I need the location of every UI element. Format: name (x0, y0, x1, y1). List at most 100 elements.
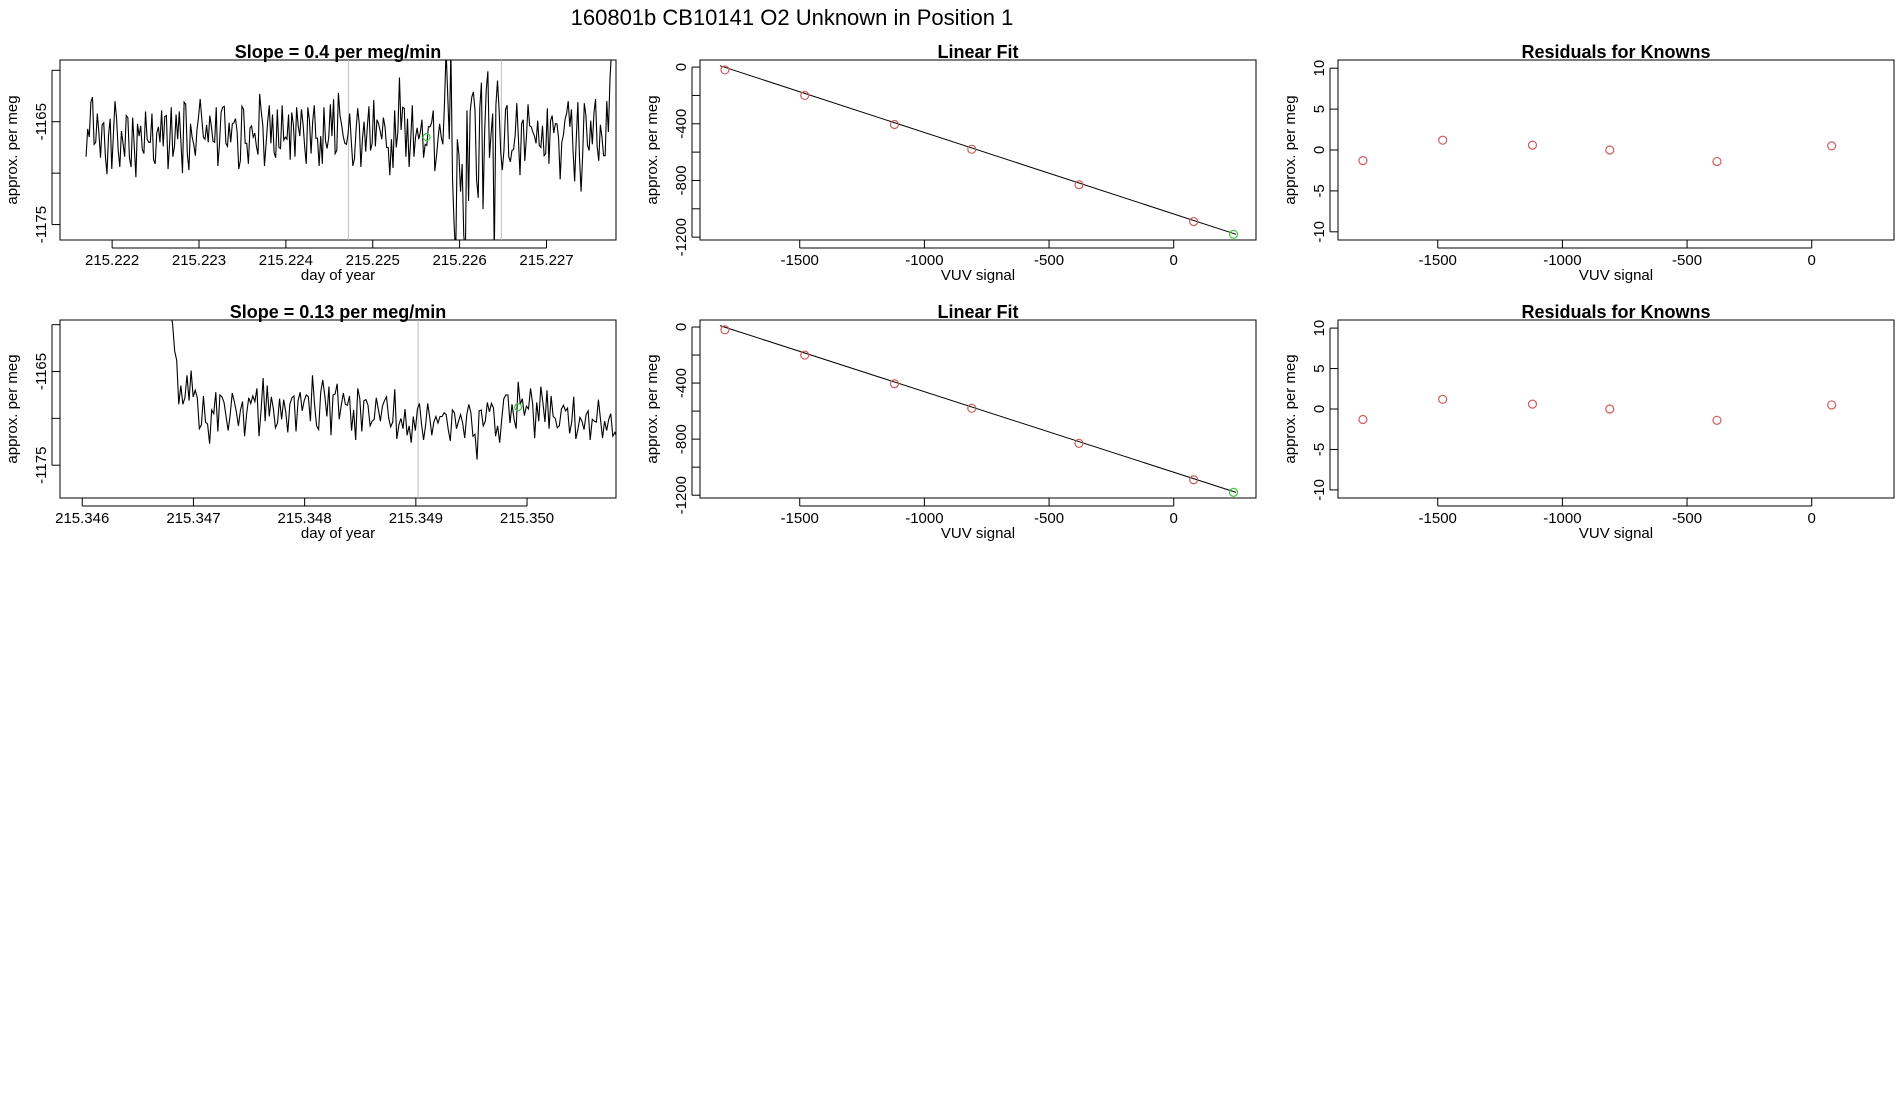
plot-area (171, 320, 616, 498)
panel-title: Slope = 0.4 per meg/min (235, 42, 442, 62)
plot-frame (699, 319, 1257, 499)
x-tick-label: -1500 (781, 510, 819, 527)
x-tick-label: 215.347 (166, 510, 220, 527)
panel-title: Slope = 0.13 per meg/min (230, 302, 447, 322)
known-point (967, 144, 977, 154)
x-axis-label: VUV signal (1579, 525, 1653, 542)
x-tick-label: -1000 (905, 252, 943, 269)
plot-frame (59, 319, 617, 499)
panel-grid: Slope = 0.4 per meg/min day of year approx… (4, 42, 1895, 542)
known-point (1358, 414, 1368, 425)
known-point (889, 379, 900, 389)
y-tick-label: 0 (673, 323, 690, 331)
x-tick-label: 0 (1808, 252, 1816, 269)
plot-frame (1337, 319, 1895, 499)
y-axis-label: approx. per meg (644, 95, 661, 204)
panel-top-right: Residuals for Knowns VUV signal approx. pe… (1282, 42, 1895, 284)
y-tick-label: 5 (1311, 364, 1328, 372)
x-tick-label: 215.226 (433, 252, 487, 269)
x-tick-label: 0 (1170, 510, 1178, 527)
plot-area (1358, 394, 1837, 425)
y-axis-label: approx. per meg (4, 354, 21, 463)
fit-line (719, 325, 1237, 493)
plot-frame (59, 59, 617, 241)
plot-area (719, 325, 1239, 497)
y-tick-label: -1175 (33, 447, 50, 484)
plot-frame (1337, 59, 1895, 241)
x-tick-label: -1000 (1543, 252, 1581, 269)
y-tick-label: 0 (1311, 405, 1328, 413)
y-tick-label: 10 (1311, 60, 1328, 77)
x-tick-label: -1000 (905, 510, 943, 527)
unknown-point (1228, 229, 1239, 239)
x-tick-label: 215.225 (346, 252, 400, 269)
known-point (720, 65, 730, 75)
known-point (1438, 135, 1448, 145)
known-point (1189, 216, 1199, 227)
x-tick-label: 0 (1170, 252, 1178, 269)
panel-title: Linear Fit (937, 302, 1018, 322)
y-tick-label: -10 (1311, 221, 1328, 243)
panel-title: Linear Fit (937, 42, 1018, 62)
known-point (967, 403, 977, 413)
unknown-point (422, 133, 431, 142)
x-tick-label: -500 (1672, 252, 1702, 269)
known-point (1189, 475, 1199, 485)
x-tick-label: 215.227 (519, 252, 573, 269)
unknown-point (1228, 487, 1239, 497)
known-point (1712, 415, 1722, 425)
y-tick-label: -1175 (33, 206, 50, 243)
x-tick-label: 215.349 (389, 510, 443, 527)
known-point (1827, 400, 1837, 410)
y-tick-label: -5 (1311, 184, 1328, 197)
y-tick-label: -1165 (33, 103, 50, 140)
known-point (720, 325, 730, 335)
x-axis-label: day of year (301, 267, 375, 284)
known-point (800, 350, 810, 360)
plot-area (85, 60, 612, 240)
known-point (800, 90, 810, 101)
y-axis-label: approx. per meg (4, 95, 21, 204)
y-tick-label: -800 (673, 424, 690, 454)
y-tick-label: 10 (1311, 320, 1328, 337)
y-tick-label: -1165 (33, 353, 50, 390)
known-point (1438, 394, 1448, 404)
series-trace (85, 60, 612, 240)
series-trace (171, 320, 616, 460)
plot-area (1358, 135, 1837, 167)
y-tick-label: -10 (1311, 479, 1328, 501)
panel-top-middle: Linear Fit VUV signal approx. per meg -1500… (644, 42, 1257, 284)
panel-top-left: Slope = 0.4 per meg/min day of year approx… (4, 42, 617, 284)
fit-line (719, 65, 1237, 235)
known-point (1074, 180, 1084, 190)
unknown-point (514, 403, 523, 412)
y-tick-label: -1200 (673, 218, 690, 256)
known-point (1605, 404, 1615, 414)
x-tick-label: -1000 (1543, 510, 1581, 527)
y-tick-label: 0 (1311, 146, 1328, 154)
x-tick-label: -1500 (781, 252, 819, 269)
x-axis-label: VUV signal (1579, 267, 1653, 284)
panel-top-middle-row2: Linear Fit VUV signal approx. per meg -1500… (644, 302, 1257, 542)
x-tick-label: -500 (1672, 510, 1702, 527)
plot-area (719, 65, 1239, 239)
known-point (1074, 438, 1084, 448)
panel-bottom-left: Slope = 0.13 per meg/min day of year appro… (4, 302, 617, 542)
y-tick-label: -800 (673, 165, 690, 195)
x-tick-label: 215.346 (55, 510, 109, 527)
x-tick-label: 215.350 (500, 510, 554, 527)
y-axis-label: approx. per meg (1282, 354, 1299, 463)
x-tick-label: 215.222 (85, 252, 139, 269)
y-tick-label: -1200 (673, 476, 690, 514)
y-axis-label: approx. per meg (1282, 95, 1299, 204)
known-point (1358, 156, 1368, 166)
y-tick-label: 0 (673, 63, 690, 71)
x-tick-label: -1500 (1419, 252, 1457, 269)
x-tick-label: 0 (1808, 510, 1816, 527)
y-tick-label: 5 (1311, 105, 1328, 113)
panel-title: Residuals for Knowns (1521, 302, 1710, 322)
x-tick-label: 215.224 (259, 252, 313, 269)
x-tick-label: -500 (1034, 252, 1064, 269)
plot-frame (699, 59, 1257, 241)
